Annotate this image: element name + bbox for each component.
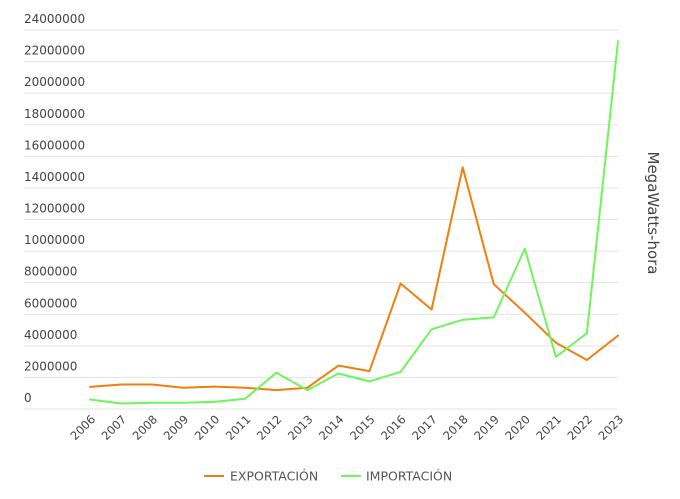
x-tick-label: 2020 (502, 412, 533, 443)
y-tick-label: 14000000 (24, 170, 85, 184)
y-axis-title: MegaWatts-hora (644, 152, 662, 275)
y-tick-label: 4000000 (24, 328, 77, 342)
y-tick-label: 22000000 (24, 44, 85, 58)
x-axis-ticks: 2006 2007 2008 2009 2010 2011 2012 2013 2014 2015… (68, 412, 627, 443)
x-tick-label: 2019 (471, 412, 502, 443)
y-tick-label: 8000000 (24, 265, 77, 279)
x-tick-label: 2014 (316, 412, 347, 443)
x-tick-label: 2017 (409, 412, 440, 443)
x-tick-label: 2011 (223, 412, 254, 443)
x-tick-label: 2013 (285, 412, 316, 443)
legend-label-1[interactable]: IMPORTACIÓN (366, 469, 452, 484)
x-tick-label: 2021 (533, 412, 564, 443)
y-tick-label: 10000000 (24, 233, 85, 247)
x-tick-label: 2009 (161, 412, 192, 443)
y-tick-label: 2000000 (24, 359, 77, 373)
grid-layer (24, 29, 618, 410)
x-tick-label: 2023 (596, 412, 627, 443)
x-tick-label: 2007 (99, 412, 130, 443)
y-tick-label: 20000000 (24, 75, 85, 89)
y-tick-label: 24000000 (24, 12, 85, 26)
series-line-1[interactable] (89, 40, 619, 405)
series-layer (89, 40, 619, 405)
x-tick-label: 2016 (378, 412, 409, 443)
x-tick-label: 2006 (68, 412, 99, 443)
x-tick-label: 2008 (130, 412, 161, 443)
y-tick-label: 6000000 (24, 296, 77, 310)
y-tick-label: 12000000 (24, 202, 85, 216)
y-axis-ticks: 0 2000000 4000000 6000000 8000000 10000000 120… (24, 12, 85, 405)
y-tick-label: 0 (24, 391, 32, 405)
y-tick-label: 18000000 (24, 107, 85, 121)
x-tick-label: 2012 (254, 412, 285, 443)
y-tick-label: 16000000 (24, 138, 85, 152)
x-tick-label: 2022 (564, 412, 595, 443)
legend-label-0[interactable]: EXPORTACIÓN (230, 469, 318, 484)
legend[interactable]: EXPORTACIÓN IMPORTACIÓN (204, 469, 452, 484)
x-tick-label: 2015 (347, 412, 378, 443)
x-tick-label: 2010 (192, 412, 223, 443)
series-line-0[interactable] (89, 166, 619, 392)
x-tick-label: 2018 (440, 412, 471, 443)
